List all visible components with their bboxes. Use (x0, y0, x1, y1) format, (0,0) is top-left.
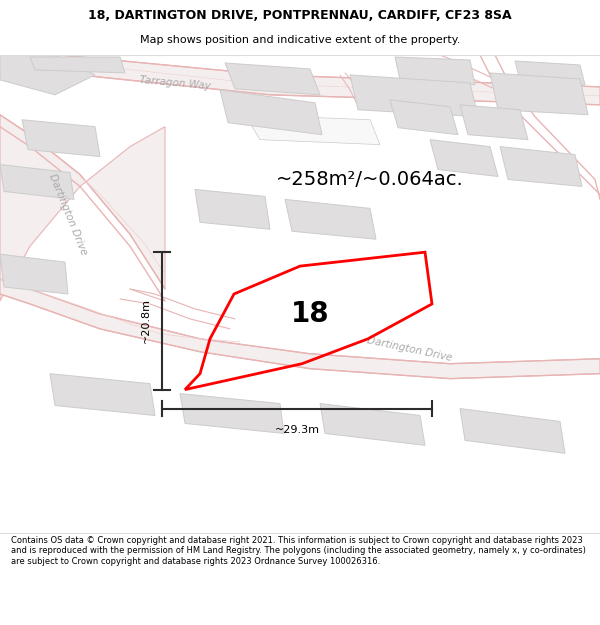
Polygon shape (350, 75, 478, 117)
Polygon shape (460, 409, 565, 453)
Polygon shape (0, 115, 165, 301)
Polygon shape (30, 57, 125, 73)
Text: ~20.8m: ~20.8m (141, 298, 151, 343)
Polygon shape (22, 120, 100, 157)
Polygon shape (490, 73, 588, 115)
Polygon shape (395, 57, 475, 85)
Text: ~29.3m: ~29.3m (275, 426, 320, 436)
Polygon shape (0, 254, 68, 294)
Text: Contains OS data © Crown copyright and database right 2021. This information is : Contains OS data © Crown copyright and d… (11, 536, 586, 566)
Text: ~258m²/~0.064ac.: ~258m²/~0.064ac. (276, 170, 464, 189)
Polygon shape (0, 164, 74, 199)
Polygon shape (0, 279, 600, 379)
Text: 18, DARTINGTON DRIVE, PONTPRENNAU, CARDIFF, CF23 8SA: 18, DARTINGTON DRIVE, PONTPRENNAU, CARDI… (88, 9, 512, 22)
Polygon shape (320, 404, 425, 446)
Text: Dartington Drive: Dartington Drive (367, 335, 454, 362)
Polygon shape (195, 189, 270, 229)
Polygon shape (0, 55, 600, 105)
Polygon shape (220, 90, 322, 134)
Text: Dartington Drive: Dartington Drive (47, 172, 89, 256)
Polygon shape (460, 105, 528, 139)
Polygon shape (50, 374, 155, 416)
Text: Map shows position and indicative extent of the property.: Map shows position and indicative extent… (140, 34, 460, 44)
Polygon shape (0, 55, 95, 95)
Polygon shape (225, 63, 320, 95)
Polygon shape (515, 61, 585, 85)
Polygon shape (180, 394, 284, 433)
Polygon shape (245, 115, 380, 144)
Text: 18: 18 (290, 300, 329, 328)
Text: Tarragon Way: Tarragon Way (139, 75, 211, 91)
Polygon shape (285, 199, 376, 239)
Polygon shape (500, 147, 582, 186)
Polygon shape (390, 100, 458, 134)
Polygon shape (430, 139, 498, 176)
